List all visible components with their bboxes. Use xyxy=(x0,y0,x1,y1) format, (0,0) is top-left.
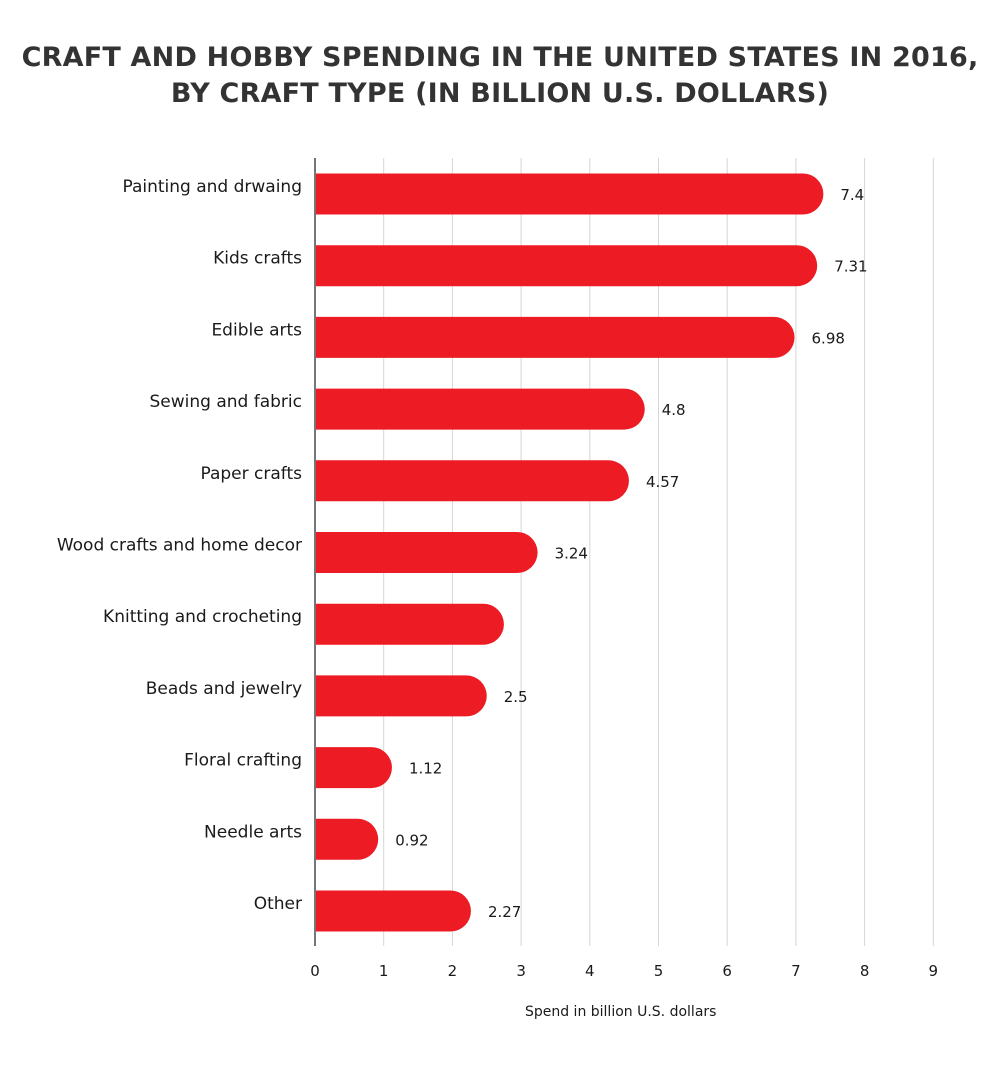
bar xyxy=(316,388,645,430)
x-tick-label: 8 xyxy=(860,962,870,980)
bar xyxy=(316,245,818,287)
x-tick-label: 3 xyxy=(516,962,526,980)
x-tick-label: 4 xyxy=(585,962,595,980)
bar xyxy=(316,460,629,502)
bars xyxy=(316,173,824,932)
bar xyxy=(316,747,392,789)
category-label: Sewing and fabric xyxy=(150,392,303,412)
category-label: Needle arts xyxy=(204,822,302,842)
axes: 0 1 2 3 4 5 6 7 8 9 Painting and drwaing 7.4 Kids cr… xyxy=(57,158,938,980)
value-label: 2.27 xyxy=(488,903,521,921)
value-label: 7.31 xyxy=(834,258,867,276)
chart-title-line-1: CRAFT AND HOBBY SPENDING IN THE UNITED S… xyxy=(21,42,979,73)
value-label: 1.12 xyxy=(409,760,442,778)
x-tick-label: 6 xyxy=(722,962,732,980)
category-label: Other xyxy=(254,894,302,914)
x-tick-label: 5 xyxy=(654,962,664,980)
x-tick-label: 0 xyxy=(310,962,320,980)
bar xyxy=(316,173,824,215)
value-label: 4.57 xyxy=(646,473,679,491)
bar xyxy=(316,818,379,860)
value-label: 7.4 xyxy=(840,186,864,204)
category-label: Wood crafts and home decor xyxy=(57,536,302,556)
value-label: 6.98 xyxy=(812,329,845,347)
category-label: Knitting and crocheting xyxy=(103,607,302,627)
bar xyxy=(316,532,538,573)
x-tick-label: 1 xyxy=(379,962,389,980)
x-tick-label: 2 xyxy=(448,962,458,980)
category-label: Floral crafting xyxy=(184,751,302,771)
value-label: 4.8 xyxy=(662,401,686,419)
value-label: 3.24 xyxy=(555,545,588,563)
value-label: 0.92 xyxy=(395,831,428,849)
x-tick-label: 9 xyxy=(929,962,939,980)
category-label: Paper crafts xyxy=(200,464,302,484)
chart-title-line-2: BY CRAFT TYPE (IN BILLION U.S. DOLLARS) xyxy=(170,78,830,109)
category-label: Painting and drwaing xyxy=(122,177,302,197)
category-label: Kids crafts xyxy=(213,249,302,269)
chart-title: CRAFT AND HOBBY SPENDING IN THE UNITED S… xyxy=(0,40,1000,112)
bar xyxy=(316,675,487,717)
x-tick-label: 7 xyxy=(791,962,801,980)
category-label: Beads and jewelry xyxy=(146,679,302,699)
bar xyxy=(316,603,504,645)
bar xyxy=(316,316,795,358)
bar xyxy=(316,890,471,932)
x-axis-label: Spend in billion U.S. dollars xyxy=(525,1004,717,1020)
value-label: 2.5 xyxy=(504,688,528,706)
category-label: Edible arts xyxy=(211,320,302,340)
